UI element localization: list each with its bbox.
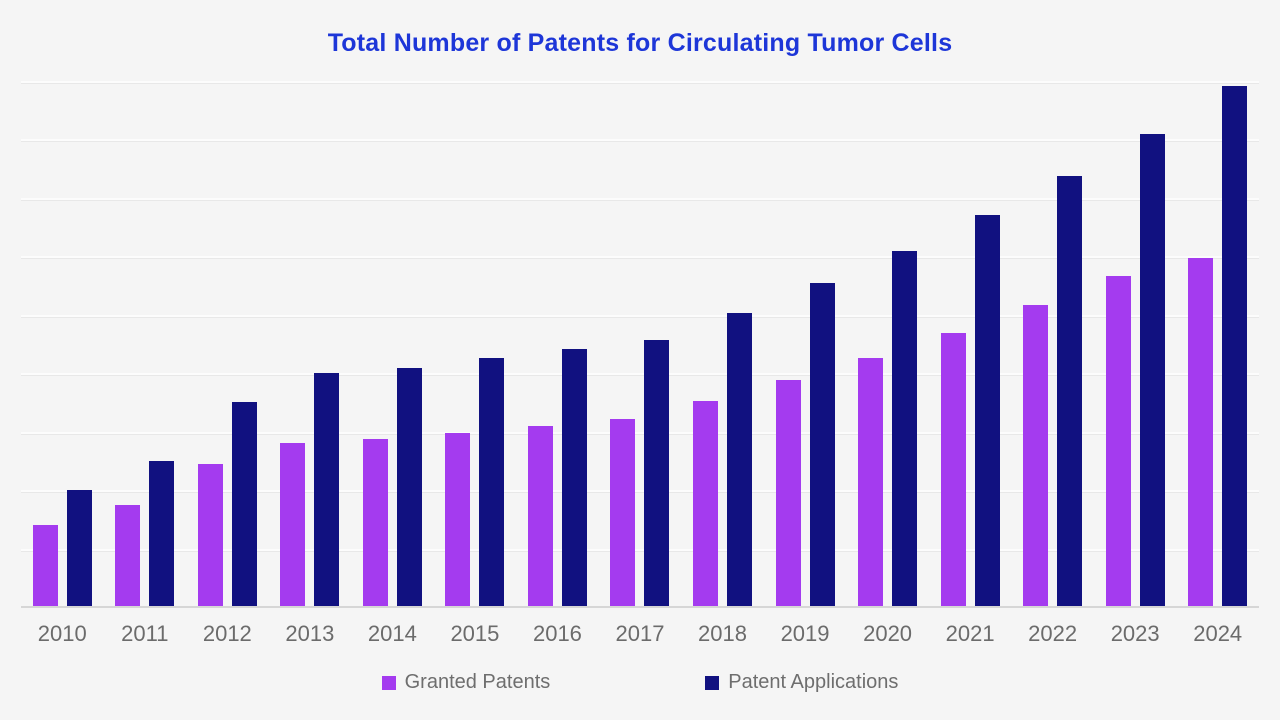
legend-item-patent-applications: Patent Applications	[705, 671, 898, 694]
bar-group-2022	[1011, 81, 1094, 607]
bar-group-2021	[929, 81, 1012, 607]
x-axis-label-2022: 2022	[1028, 621, 1078, 646]
bar-patent-applications-2022	[1057, 175, 1083, 607]
x-axis-label-2019: 2019	[780, 621, 830, 646]
bar-granted-patents-2012	[197, 463, 223, 607]
bar-granted-patents-2022	[1023, 305, 1049, 607]
bar-granted-patents-2016	[527, 426, 553, 607]
bar-group-2011	[104, 81, 187, 607]
bar-granted-patents-2011	[115, 504, 141, 607]
bar-patent-applications-2018	[727, 313, 753, 607]
legend-label-granted-patents: Granted Patents	[404, 671, 551, 693]
legend: Granted Patents Patent Applications	[0, 671, 1280, 694]
legend-swatch-patent-applications-icon	[705, 675, 720, 690]
x-axis-label-2023: 2023	[1110, 621, 1160, 646]
chart-title: Total Number of Patents for Circulating …	[327, 29, 953, 57]
bar-group-2016	[516, 81, 599, 607]
x-axis-label-2024: 2024	[1193, 621, 1243, 646]
x-axis-label-2012: 2012	[202, 621, 252, 646]
x-axis-label-2017: 2017	[615, 621, 665, 646]
bar-patent-applications-2010	[66, 490, 92, 607]
bar-groups	[21, 81, 1259, 607]
bar-patent-applications-2011	[149, 460, 175, 607]
gridline-900	[21, 81, 1259, 83]
x-axis-label-2016: 2016	[532, 621, 582, 646]
bar-granted-patents-2018	[693, 401, 719, 607]
bar-patent-applications-2012	[231, 402, 257, 607]
gridline-800	[21, 139, 1259, 142]
bar-group-2020	[846, 81, 929, 607]
bar-patent-applications-2024	[1222, 85, 1248, 607]
bar-group-2023	[1094, 81, 1177, 607]
gridline-300	[21, 431, 1259, 434]
x-axis-labels: 2010 2011 2012 2013 2014 2015 2016 2017 2018 2019…	[21, 621, 1259, 647]
bar-granted-patents-2021	[940, 332, 966, 607]
plot-area	[21, 81, 1259, 608]
bar-patent-applications-2019	[809, 283, 835, 607]
bar-granted-patents-2020	[858, 358, 884, 607]
bar-group-2012	[186, 81, 269, 607]
bar-patent-applications-2014	[396, 367, 422, 607]
bar-group-2019	[764, 81, 847, 607]
x-axis-label-2021: 2021	[945, 621, 995, 646]
bar-group-2017	[599, 81, 682, 607]
bar-group-2013	[269, 81, 352, 607]
bar-patent-applications-2021	[974, 215, 1000, 607]
bar-granted-patents-2015	[445, 433, 471, 607]
legend-swatch-granted-patents-icon	[381, 675, 396, 690]
bar-group-2015	[434, 81, 517, 607]
x-axis-label-2018: 2018	[698, 621, 747, 646]
legend-label-patent-applications: Patent Applications	[728, 671, 899, 693]
bar-granted-patents-2024	[1188, 258, 1214, 607]
bar-patent-applications-2023	[1139, 134, 1165, 607]
bar-group-2018	[681, 81, 764, 607]
legend-item-granted-patents: Granted Patents	[381, 671, 551, 694]
x-axis-label-2015: 2015	[450, 621, 500, 646]
gridline-500	[21, 314, 1259, 317]
bar-granted-patents-2013	[280, 443, 306, 607]
x-axis-line	[21, 606, 1259, 608]
x-axis-label-2011: 2011	[121, 621, 169, 646]
bar-patent-applications-2013	[314, 373, 340, 607]
bar-patent-applications-2017	[644, 339, 670, 607]
bar-granted-patents-2017	[610, 419, 636, 607]
gridline-400	[21, 373, 1259, 376]
gridline-600	[21, 256, 1259, 259]
bar-granted-patents-2023	[1105, 275, 1131, 607]
x-axis-label-2020: 2020	[863, 621, 913, 646]
x-axis-label-2014: 2014	[367, 621, 417, 646]
gridline-100	[21, 548, 1259, 551]
bar-patent-applications-2020	[892, 250, 918, 607]
bar-group-2024	[1176, 81, 1259, 607]
bar-granted-patents-2014	[362, 438, 388, 607]
gridline-700	[21, 197, 1259, 200]
x-axis-label-2013: 2013	[285, 621, 335, 646]
bar-patent-applications-2015	[479, 358, 505, 607]
gridline-200	[21, 490, 1259, 493]
bar-patent-applications-2016	[561, 348, 587, 607]
bar-granted-patents-2010	[32, 525, 58, 607]
x-axis-label-2010: 2010	[37, 621, 87, 646]
bar-granted-patents-2019	[775, 380, 801, 607]
bar-group-2010	[21, 81, 104, 607]
bar-group-2014	[351, 81, 434, 607]
